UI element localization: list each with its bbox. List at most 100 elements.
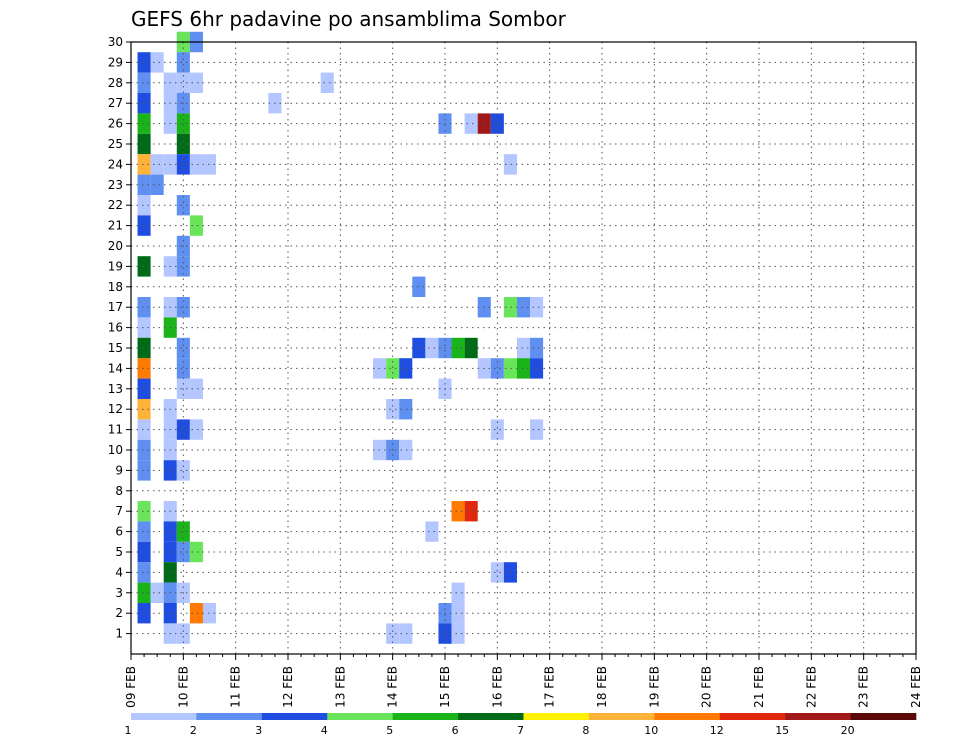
heatmap-cell xyxy=(176,113,190,134)
heatmap-cell xyxy=(386,623,400,644)
colorbar-swatch xyxy=(196,713,263,720)
heatmap-cell xyxy=(176,195,190,216)
y-tick-label: 14 xyxy=(108,361,123,375)
colorbar-label: 12 xyxy=(710,724,724,737)
x-tick-label: 11 FEB xyxy=(229,666,243,708)
y-tick-label: 13 xyxy=(108,382,123,396)
heatmap-cell xyxy=(399,623,413,644)
heatmap-cell xyxy=(176,460,190,481)
heatmap-cell xyxy=(137,541,151,563)
y-tick-label: 20 xyxy=(108,239,123,253)
colorbar-swatch xyxy=(654,713,721,720)
heatmap-cell xyxy=(412,276,426,297)
heatmap-cell xyxy=(516,358,531,379)
colorbar-label: 8 xyxy=(582,724,589,737)
y-tick-label: 28 xyxy=(108,76,123,90)
heatmap-cell xyxy=(137,582,151,603)
heatmap-cell xyxy=(176,623,190,644)
x-tick-label: 19 FEB xyxy=(647,666,661,708)
heatmap-cell xyxy=(137,52,151,73)
y-tick-label: 26 xyxy=(108,117,123,131)
colorbar-label: 6 xyxy=(452,724,459,737)
heatmap-cell xyxy=(320,72,334,93)
colorbar-label: 3 xyxy=(255,724,262,737)
x-tick-label: 13 FEB xyxy=(333,666,347,708)
heatmap-cell xyxy=(189,154,203,175)
heatmap-cell xyxy=(516,297,531,318)
y-tick-label: 1 xyxy=(115,627,123,641)
y-tick-label: 10 xyxy=(108,443,123,457)
x-tick-label: 16 FEB xyxy=(490,666,504,708)
heatmap-cell xyxy=(137,297,151,318)
y-tick-label: 19 xyxy=(108,259,123,273)
heatmap-cell xyxy=(516,337,531,359)
heatmap-cell xyxy=(137,439,151,461)
heatmap-cell xyxy=(464,113,478,134)
x-tick-label: 15 FEB xyxy=(438,666,452,708)
heatmap-cell xyxy=(137,521,151,542)
x-tick-label: 21 FEB xyxy=(752,666,766,708)
heatmap-cell xyxy=(176,337,190,359)
y-tick-label: 30 xyxy=(108,35,123,49)
heatmap-cell xyxy=(137,215,151,236)
heatmap-cell xyxy=(189,419,203,440)
heatmap-cell xyxy=(176,256,190,277)
heatmap-cell xyxy=(464,337,478,359)
heatmap-cell xyxy=(176,72,190,93)
heatmap-cell xyxy=(386,358,400,379)
y-tick-label: 25 xyxy=(108,137,123,151)
heatmap-cell xyxy=(451,582,465,603)
heatmap-cell xyxy=(464,501,478,522)
heatmap-cell xyxy=(137,113,151,134)
heatmap-cell xyxy=(451,623,465,644)
heatmap-cell xyxy=(399,399,413,420)
colorbar-swatch xyxy=(392,713,459,720)
heatmap-cell xyxy=(176,541,190,563)
heatmap-cell xyxy=(137,337,151,359)
heatmap-cell xyxy=(399,358,413,379)
heatmap-cell xyxy=(503,358,517,379)
x-tick-label: 09 FEB xyxy=(124,666,138,708)
heatmap-cell xyxy=(490,562,504,583)
colorbar-label: 4 xyxy=(321,724,328,737)
x-tick-label: 10 FEB xyxy=(176,666,190,708)
heatmap-cell xyxy=(176,133,190,155)
y-tick-label: 22 xyxy=(108,198,123,212)
heatmap-cell xyxy=(451,501,465,522)
heatmap-cell xyxy=(503,154,517,175)
heatmap-cell xyxy=(137,133,151,155)
y-tick-label: 23 xyxy=(108,178,123,192)
colorbar-swatch xyxy=(785,713,851,720)
x-tick-label: 20 FEB xyxy=(700,666,714,708)
heatmap-cell xyxy=(412,337,426,359)
heatmap-cell xyxy=(176,358,190,379)
heatmap-cell xyxy=(137,399,151,420)
heatmap-cell xyxy=(425,337,439,359)
chart-title: GEFS 6hr padavine po ansamblima Sombor xyxy=(131,7,567,31)
y-tick-label: 5 xyxy=(115,545,123,559)
heatmap-cell xyxy=(176,419,190,440)
y-axis-ticks: 1234567891011121314151617181920212223242… xyxy=(108,35,131,641)
heatmap-cell xyxy=(189,541,203,563)
heatmap-cell xyxy=(399,439,413,461)
colorbar-swatch xyxy=(327,713,393,720)
heatmap-cell xyxy=(137,562,151,583)
heatmap-cell xyxy=(530,419,544,440)
heatmap-cell xyxy=(137,72,151,93)
x-tick-label: 24 FEB xyxy=(909,666,923,708)
heatmap-cell xyxy=(137,256,151,277)
heatmap-cell xyxy=(530,337,544,359)
y-tick-label: 29 xyxy=(108,55,123,69)
heatmap-cell xyxy=(451,337,465,359)
heatmap-cell xyxy=(189,378,203,399)
y-tick-label: 2 xyxy=(115,606,123,620)
heatmap-cell xyxy=(490,419,504,440)
x-tick-label: 23 FEB xyxy=(857,666,871,708)
heatmap-cell xyxy=(425,521,439,542)
y-tick-label: 9 xyxy=(115,463,123,477)
y-tick-label: 7 xyxy=(115,504,123,518)
y-tick-label: 16 xyxy=(108,321,123,335)
colorbar-label: 2 xyxy=(190,724,197,737)
colorbar-label: 15 xyxy=(775,724,789,737)
